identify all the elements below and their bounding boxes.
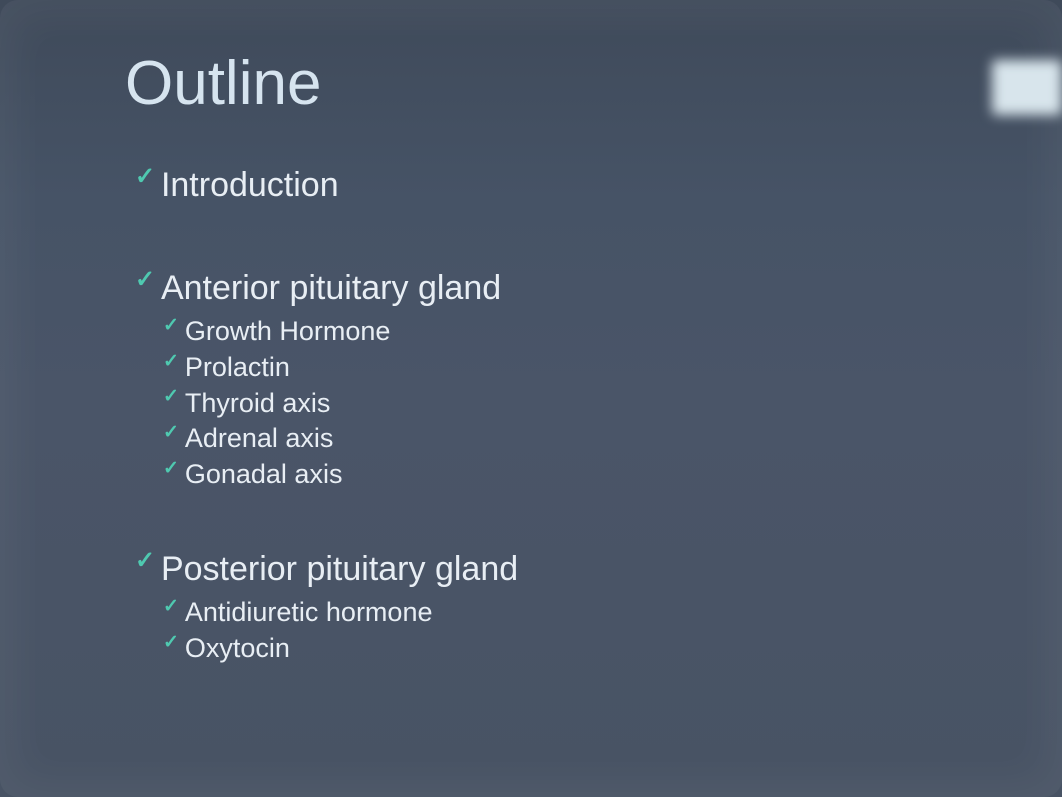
list-subitem: ✓ Antidiuretic hormone [163, 596, 982, 630]
list-subitem-label: Antidiuretic hormone [185, 596, 433, 630]
spacer [135, 494, 982, 544]
corner-decoration [992, 60, 1062, 115]
list-subitem-label: Gonadal axis [185, 458, 343, 492]
slide-content: ✓ Introduction ✓ Anterior pituitary glan… [135, 160, 982, 668]
list-subitem: ✓ Thyroid axis [163, 387, 982, 421]
checkmark-icon: ✓ [163, 634, 179, 653]
list-subitem: ✓ Oxytocin [163, 632, 982, 666]
list-item-label: Introduction [161, 164, 339, 207]
list-subitem-label: Adrenal axis [185, 422, 334, 456]
list-subitem: ✓ Adrenal axis [163, 422, 982, 456]
checkmark-icon: ✓ [163, 460, 179, 479]
list-subitem-label: Prolactin [185, 351, 290, 385]
list-item: ✓ Anterior pituitary gland [135, 267, 982, 310]
checkmark-icon: ✓ [163, 317, 179, 336]
list-subitem-label: Oxytocin [185, 632, 290, 666]
slide-title: Outline [125, 48, 321, 119]
list-subitem-label: Growth Hormone [185, 315, 391, 349]
checkmark-icon: ✓ [163, 388, 179, 407]
spacer [135, 213, 982, 263]
checkmark-icon: ✓ [163, 424, 179, 443]
list-item-label: Posterior pituitary gland [161, 548, 518, 591]
slide: Outline ✓ Introduction ✓ Anterior pituit… [0, 0, 1062, 797]
list-subitem: ✓ Prolactin [163, 351, 982, 385]
list-subitem: ✓ Growth Hormone [163, 315, 982, 349]
list-item-label: Anterior pituitary gland [161, 267, 501, 310]
list-item: ✓ Posterior pituitary gland [135, 548, 982, 591]
list-subitem-label: Thyroid axis [185, 387, 331, 421]
checkmark-icon: ✓ [163, 598, 179, 617]
list-item: ✓ Introduction [135, 164, 982, 207]
checkmark-icon: ✓ [135, 549, 155, 573]
checkmark-icon: ✓ [135, 268, 155, 292]
checkmark-icon: ✓ [135, 165, 155, 189]
list-subitem: ✓ Gonadal axis [163, 458, 982, 492]
checkmark-icon: ✓ [163, 353, 179, 372]
